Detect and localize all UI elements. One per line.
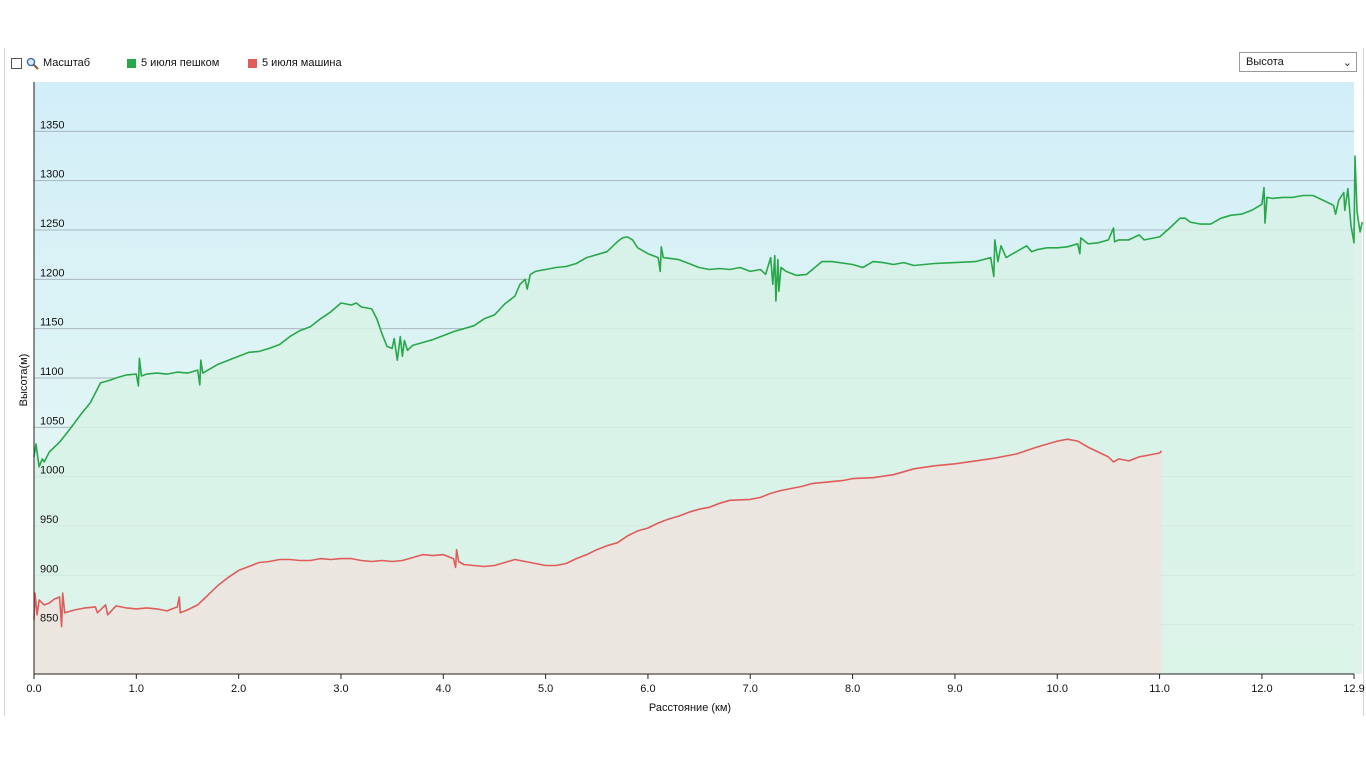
x-tick-label: 6.0	[640, 683, 655, 695]
x-tick-label: 10.0	[1047, 683, 1068, 695]
y-tick-label: 1300	[40, 169, 64, 181]
chevron-down-icon: ⌄	[1342, 57, 1352, 69]
y-tick-label: 850	[40, 613, 58, 625]
x-tick-label: 12.0	[1251, 683, 1272, 695]
x-tick-label: 5.0	[538, 683, 553, 695]
y-tick-label: 900	[40, 563, 58, 575]
x-tick-label: 9.0	[947, 683, 962, 695]
chart-toolbar: Масштаб 5 июля пешком 5 июля машина Высо…	[5, 48, 1363, 76]
magnifier-icon	[26, 57, 39, 70]
y-tick-label: 950	[40, 514, 58, 526]
legend-label-walk: 5 июля пешком	[141, 57, 220, 69]
metric-select-value: Высота	[1246, 56, 1284, 68]
legend-swatch-car	[248, 58, 257, 68]
y-tick-label: 1250	[40, 218, 64, 230]
x-tick-label: 11.0	[1149, 683, 1170, 695]
series-layer	[33, 155, 1363, 674]
series-area-1	[34, 439, 1162, 674]
legend-swatch-walk	[127, 58, 136, 68]
metric-select[interactable]: Высота ⌄	[1239, 52, 1357, 72]
axes-layer: 850 900 950 1000 1050 1100 1150 1200 1250 1300 135…	[26, 82, 1365, 695]
y-tick-label: 1350	[40, 119, 64, 131]
y-tick-label: 1000	[40, 465, 64, 477]
series-line-1	[33, 438, 1163, 628]
y-tick-label: 1050	[40, 415, 64, 427]
y-tick-label: 1100	[40, 366, 64, 378]
x-tick-label: 1.0	[129, 683, 144, 695]
y-tick-label: 1150	[40, 317, 64, 329]
x-tick-label: 4.0	[436, 683, 451, 695]
zoom-control[interactable]: Масштаб	[11, 56, 90, 70]
series-line-0	[33, 155, 1363, 468]
x-tick-label: 0.0	[26, 683, 41, 695]
legend-item-walk[interactable]: 5 июля пешком	[127, 56, 219, 70]
x-tick-label: 2.0	[231, 683, 246, 695]
x-tick-label: 7.0	[743, 683, 758, 695]
legend-label-car: 5 июля машина	[262, 57, 342, 69]
x-tick-label: 3.0	[333, 683, 348, 695]
x-tick-label: 12.9	[1343, 683, 1364, 695]
y-axis-label: Высота(м)	[18, 354, 30, 407]
zoom-checkbox[interactable]	[11, 57, 22, 69]
zoom-label: Масштаб	[43, 57, 91, 69]
x-tick-label: 8.0	[845, 683, 860, 695]
y-tick-label: 1200	[40, 267, 64, 279]
legend-item-car[interactable]: 5 июля машина	[248, 56, 342, 70]
x-axis-label: Расстояние (км)	[649, 702, 731, 714]
